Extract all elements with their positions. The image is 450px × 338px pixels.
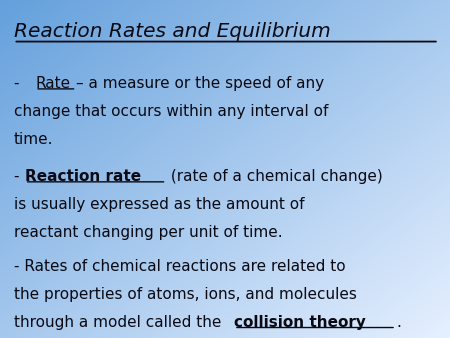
Text: through a model called the: through a model called the bbox=[14, 315, 226, 330]
Text: (rate of a chemical change): (rate of a chemical change) bbox=[166, 169, 383, 184]
Text: -: - bbox=[14, 169, 19, 184]
Text: the properties of atoms, ions, and molecules: the properties of atoms, ions, and molec… bbox=[14, 287, 356, 301]
Text: -: - bbox=[14, 76, 24, 91]
Text: time.: time. bbox=[14, 132, 53, 147]
Text: reactant changing per unit of time.: reactant changing per unit of time. bbox=[14, 225, 282, 240]
Text: change that occurs within any interval of: change that occurs within any interval o… bbox=[14, 104, 328, 119]
Text: Rate: Rate bbox=[35, 76, 70, 91]
Text: - Rates of chemical reactions are related to: - Rates of chemical reactions are relate… bbox=[14, 259, 345, 273]
Text: Reaction rate: Reaction rate bbox=[25, 169, 141, 184]
Text: collision theory: collision theory bbox=[234, 315, 366, 330]
Text: Reaction Rates and Equilibrium: Reaction Rates and Equilibrium bbox=[14, 22, 330, 41]
Text: – a measure or the speed of any: – a measure or the speed of any bbox=[76, 76, 324, 91]
Text: is usually expressed as the amount of: is usually expressed as the amount of bbox=[14, 197, 304, 212]
Text: .: . bbox=[396, 315, 401, 330]
